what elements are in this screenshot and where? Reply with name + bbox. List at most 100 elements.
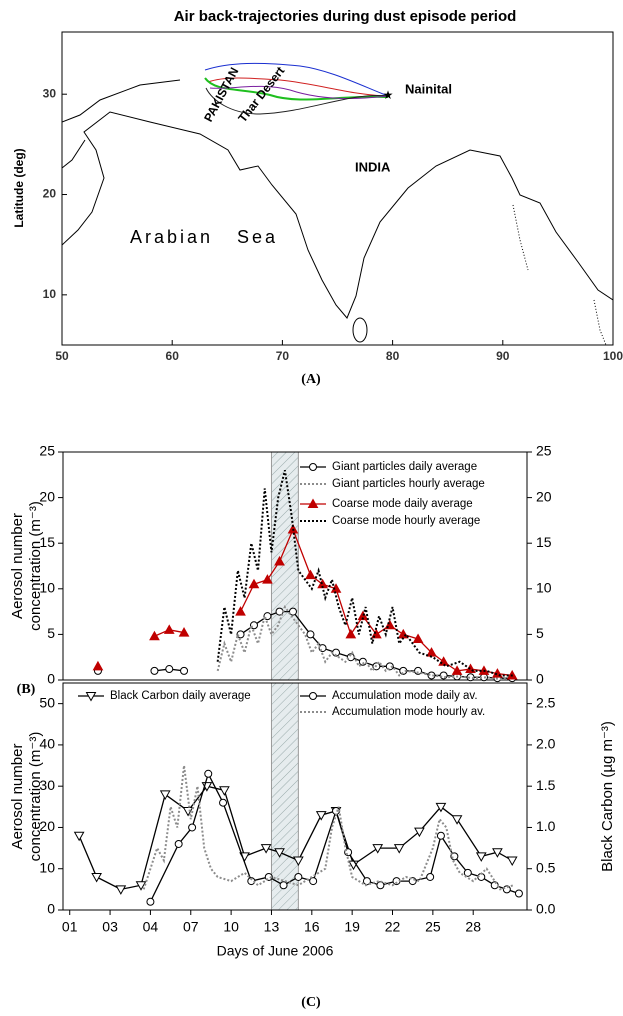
x-tick-label: 04	[143, 919, 159, 935]
point	[204, 769, 213, 778]
caption: (B)	[17, 682, 36, 697]
trajectory	[204, 77, 389, 101]
point	[174, 839, 183, 848]
point	[178, 627, 190, 637]
y-tick-label: 0	[47, 901, 55, 917]
y-tick-label: 15	[39, 534, 55, 550]
point	[492, 848, 503, 858]
y-axis-label: concentration (m⁻³)	[27, 501, 44, 631]
star: ★	[383, 88, 394, 102]
map-title: Air back-trajectories during dust episod…	[174, 8, 517, 25]
point	[262, 574, 273, 584]
sri-lanka	[352, 317, 368, 343]
y2-axis-label: Black Carbon (µg m⁻³)	[599, 721, 616, 872]
plot-frame	[62, 682, 528, 911]
x-axis-label: Days of June 2006	[217, 943, 334, 959]
point	[91, 872, 102, 883]
point	[85, 692, 97, 702]
y-tick-label: 20	[39, 818, 55, 834]
y-tick-label: 10	[43, 287, 57, 301]
point	[399, 666, 408, 675]
x-tick-label: 19	[344, 919, 360, 935]
legend-label: Accumulation mode hourly av.	[332, 706, 485, 718]
y2-tick-label: 2.0	[536, 736, 556, 752]
point	[451, 665, 463, 675]
point	[146, 897, 155, 906]
x-tick-label: 28	[465, 919, 481, 935]
trajectory	[204, 62, 389, 97]
coastline	[512, 204, 607, 345]
point	[451, 815, 463, 825]
point	[294, 872, 303, 881]
point	[412, 633, 424, 643]
point	[502, 885, 511, 894]
point	[309, 463, 317, 471]
point	[426, 872, 435, 881]
series-line	[149, 772, 520, 903]
legend-label: Coarse mode daily average	[332, 498, 473, 510]
place-label: INDIA	[355, 159, 391, 174]
point	[293, 856, 304, 866]
point	[315, 811, 327, 821]
point	[288, 607, 297, 616]
y-tick-label: 25	[39, 443, 55, 459]
point	[92, 660, 104, 671]
x-tick-label: 07	[183, 919, 199, 935]
point	[188, 823, 197, 832]
point	[357, 610, 369, 621]
point	[514, 889, 523, 898]
point	[219, 798, 228, 807]
place-label: Thar Desert	[235, 64, 287, 125]
point	[135, 881, 147, 891]
point	[345, 628, 357, 639]
y2-tick-label: 15	[536, 534, 552, 550]
map-y-label: Latitude (deg)	[12, 148, 26, 227]
y-tick-label: 10	[39, 859, 55, 875]
y-tick-label: 50	[39, 694, 55, 710]
y2-tick-label: 10	[536, 580, 552, 596]
coastline	[62, 111, 613, 319]
x-tick-label: 50	[55, 349, 69, 363]
point	[274, 848, 285, 858]
point	[309, 692, 317, 700]
y-axis-label: concentration (m⁻³)	[27, 732, 44, 862]
legend-label: Giant particles daily average	[332, 461, 477, 473]
point	[165, 665, 174, 674]
point	[372, 844, 384, 854]
x-tick-label: 01	[62, 919, 78, 935]
x-tick-label: 70	[276, 349, 290, 363]
point	[376, 881, 385, 890]
trajectory	[209, 85, 389, 99]
y-tick-label: 30	[43, 86, 57, 100]
y-tick-label: 40	[39, 736, 55, 752]
y2-tick-label: 20	[536, 488, 552, 504]
place-label: Arabian Sea	[130, 227, 278, 247]
map-drawing: ★	[62, 62, 613, 345]
legend-label: Coarse mode hourly average	[332, 515, 480, 527]
point	[163, 624, 175, 634]
y2-tick-label: 25	[536, 443, 552, 459]
point	[248, 578, 260, 589]
point	[306, 630, 315, 639]
coastline	[62, 79, 181, 169]
map-frame	[61, 31, 614, 346]
point	[182, 806, 194, 817]
caption: (A)	[301, 372, 321, 387]
caption: (C)	[301, 995, 321, 1010]
highlight-band	[270, 682, 299, 911]
point	[435, 802, 447, 813]
x-tick-label: 60	[166, 349, 180, 363]
plot-frame	[62, 451, 528, 681]
trajectory	[205, 87, 389, 115]
highlight-band	[270, 451, 299, 681]
point	[414, 666, 423, 675]
y-tick-label: 5	[47, 625, 55, 641]
series-line	[216, 604, 514, 681]
y2-tick-label: 0.5	[536, 859, 556, 875]
x-tick-label: 16	[304, 919, 320, 935]
x-tick-label: 80	[386, 349, 400, 363]
point	[427, 671, 436, 680]
y-tick-label: 20	[39, 488, 55, 504]
legend-label: Giant particles hourly average	[332, 478, 485, 490]
